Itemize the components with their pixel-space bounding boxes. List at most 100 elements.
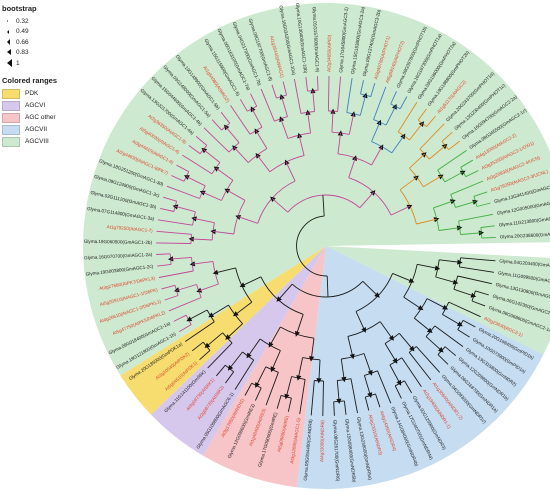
tree-branch (285, 376, 293, 398)
bootstrap-node-marker (279, 116, 285, 123)
tree-branch (460, 257, 496, 262)
bootstrap-legend-item: 0.32 (2, 16, 98, 27)
bootstrap-node-marker (437, 174, 444, 180)
tree-branch (385, 106, 396, 126)
tree-branch (435, 276, 457, 284)
bootstrap-triangle-icon (2, 16, 16, 26)
tree-branch (233, 146, 249, 163)
tree-branch (350, 378, 358, 414)
colored-range-label: AGCVI (25, 102, 46, 109)
tree-branch (230, 105, 251, 135)
tree-branch (247, 338, 261, 357)
tree-branch (250, 93, 258, 107)
bootstrap-node-marker (362, 92, 368, 99)
tree-branch (178, 324, 192, 332)
tree-branch (448, 140, 460, 151)
colored-range-swatch (2, 136, 20, 147)
bootstrap-node-marker (378, 144, 384, 151)
tree-branch (426, 298, 447, 309)
tree-branch (241, 276, 262, 287)
tree-branch (271, 350, 281, 370)
tree-branch (293, 78, 302, 114)
tree-branch (475, 290, 489, 296)
tree-branch (401, 357, 422, 387)
bootstrap-node-marker (295, 330, 300, 337)
tree-branch (348, 157, 356, 178)
bootstrap-node-marker (196, 287, 203, 293)
colored-range-sectors (83, 3, 550, 489)
tree-branch (390, 91, 397, 105)
tree-branch (260, 88, 275, 122)
tree-branch (480, 225, 495, 228)
tree-branch (255, 130, 268, 149)
tree-branch (322, 380, 324, 417)
bootstrap-node-marker (255, 382, 260, 388)
tree-branch (207, 342, 233, 369)
bootstrap-node-marker (349, 353, 355, 360)
tree-branch (481, 236, 496, 239)
tree-branch (322, 195, 325, 217)
bootstrap-triangle-icon (2, 58, 16, 68)
tree-branch (211, 119, 222, 131)
colored-range-swatch (2, 100, 20, 111)
colored-range-label: AGC other (25, 114, 56, 121)
bootstrap-node-marker (184, 175, 190, 180)
bootstrap-node-marker (270, 366, 276, 373)
bootstrap-node-marker (472, 199, 478, 205)
tree-branch (360, 80, 364, 94)
tree-branch (363, 353, 372, 374)
tree-branch (398, 333, 414, 350)
tree-branch (234, 301, 253, 316)
bootstrap-node-marker (392, 357, 398, 364)
bootstrap-node-marker (284, 159, 290, 166)
tree-branch (375, 393, 381, 408)
colored-ranges-legend: PDK AGCVI AGC other AGCVII AGCVIII (2, 88, 98, 148)
tree-branch (426, 115, 436, 127)
tree-branch (370, 82, 376, 97)
tree-branch (404, 380, 412, 394)
bootstrap-legend-item: 0.66 (2, 37, 98, 48)
tree-branch (327, 75, 330, 112)
bootstrap-triangle-icon (2, 48, 16, 58)
colored-ranges-title: Colored ranges (2, 75, 58, 85)
tree-branch (409, 153, 426, 169)
tree-branch (174, 205, 196, 213)
bootstrap-node-marker (224, 188, 231, 194)
tree-branch (203, 127, 230, 153)
tree-branch (229, 351, 243, 369)
tree-branch-arc (287, 194, 361, 213)
tree-branch (287, 398, 292, 412)
tree-branch (437, 354, 449, 365)
tree-branch (185, 321, 215, 342)
colored-range-sector (83, 3, 550, 376)
tree-branch (455, 200, 476, 208)
bootstrap-node-marker (396, 379, 402, 386)
tree-branch (280, 118, 289, 139)
bootstrap-node-marker (457, 321, 463, 327)
colored-range-label: AGCVII (25, 126, 48, 133)
tree-branch (193, 217, 215, 224)
colored-range-sector (203, 246, 326, 488)
tree-branch (409, 123, 423, 141)
tree-branch (244, 382, 253, 396)
bootstrap-legend-label: 0.32 (16, 17, 29, 25)
tree-branch (450, 180, 484, 195)
tree-branch (234, 359, 255, 390)
bootstrap-node-marker (239, 282, 246, 288)
bootstrap-triangle-icon (2, 37, 16, 47)
leaf-label: Glyma.20G238600(GmAGC2-2c) (500, 231, 550, 239)
tree-branch (212, 230, 234, 235)
tree-branch (429, 145, 446, 160)
tree-branch (373, 86, 387, 120)
bootstrap-node-marker (400, 133, 406, 140)
tree-branch (459, 266, 494, 273)
tree-branch (199, 350, 211, 361)
tree-branch (166, 185, 200, 199)
bootstrap-triangle-icon (2, 27, 16, 37)
leaf-label: Glyma.19G060500(GmAGC1-2b) (84, 239, 153, 245)
colored-range-swatch (2, 88, 20, 99)
tree-branch (419, 123, 445, 150)
tree-branch (164, 295, 179, 301)
bootstrap-node-marker (172, 204, 179, 210)
tree-branch (359, 191, 375, 209)
